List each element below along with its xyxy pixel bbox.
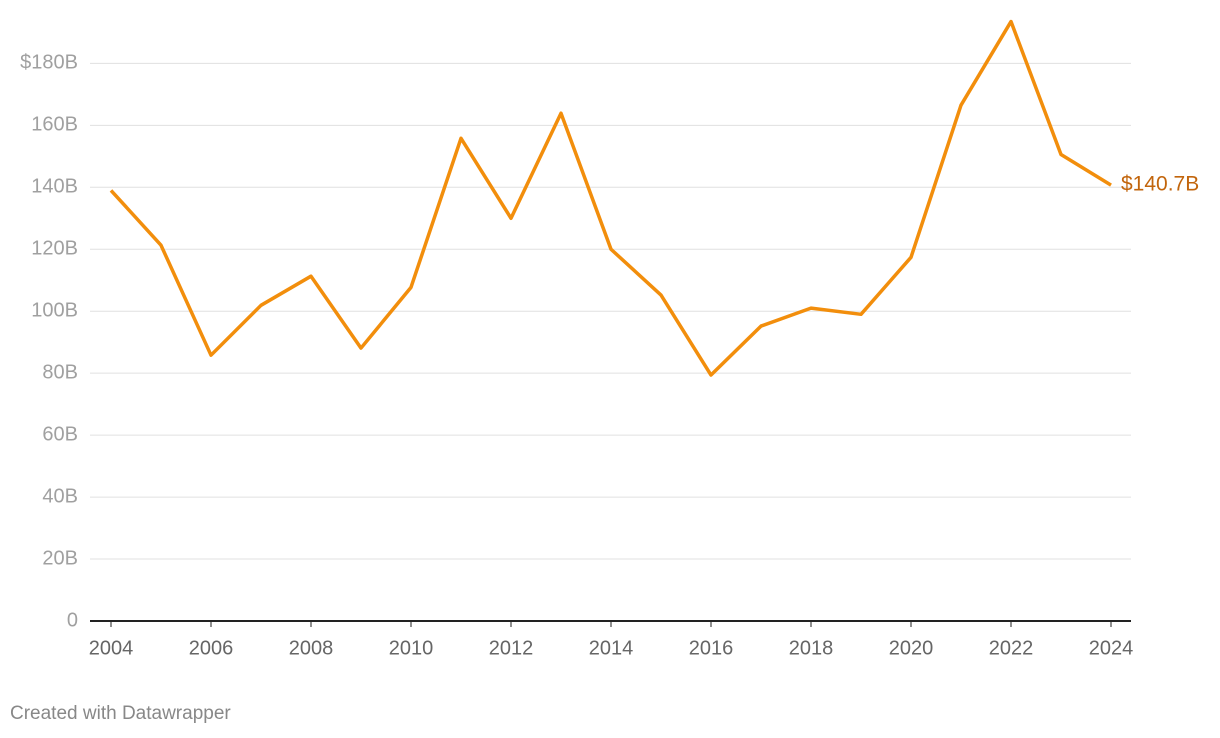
x-tick-label: 2008 [289, 637, 334, 659]
x-tick-label: 2006 [189, 637, 234, 659]
y-tick-label: 140B [31, 176, 78, 198]
y-tick-label: 160B [31, 114, 78, 136]
x-tick-label: 2016 [689, 637, 734, 659]
x-tick-label: 2018 [789, 637, 834, 659]
value-label: $140.7B [1121, 173, 1199, 196]
y-tick-label: 60B [42, 423, 78, 445]
x-tick-label: 2014 [589, 637, 634, 659]
x-tick-label: 2024 [1089, 637, 1134, 659]
x-tick-label: 2012 [489, 637, 534, 659]
y-tick-label: 0 [67, 609, 78, 631]
x-tick-label: 2004 [89, 637, 134, 659]
y-tick-label: 40B [42, 485, 78, 507]
y-tick-label: 120B [31, 238, 78, 260]
x-tick-label: 2020 [889, 637, 934, 659]
x-tick-label: 2010 [389, 637, 434, 659]
y-tick-label: 80B [42, 361, 78, 383]
y-tick-label: 100B [31, 299, 78, 321]
line [109, 19, 1112, 377]
y-tick-label: 20B [42, 547, 78, 569]
credit: Created with Datawrapper [10, 703, 231, 724]
x-tick-label: 2022 [989, 637, 1034, 659]
y-tick-label: $180B [20, 52, 78, 74]
